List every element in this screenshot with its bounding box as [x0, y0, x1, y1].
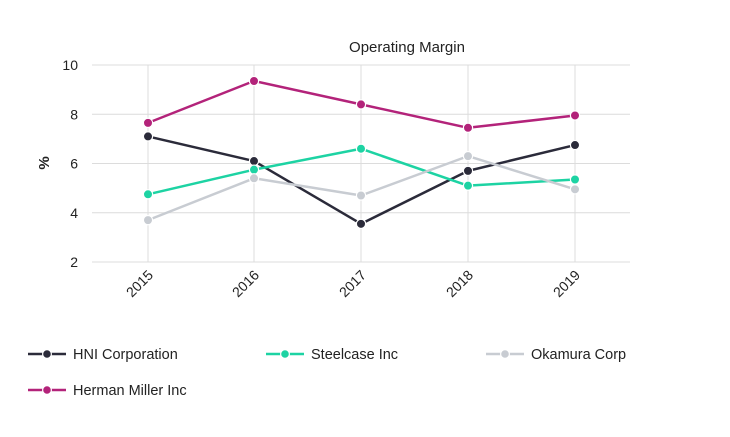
data-point-steelcase-inc[interactable] — [248, 164, 260, 175]
legend-label: Herman Miller Inc — [73, 383, 187, 399]
data-point-okamura-corp[interactable] — [142, 214, 154, 226]
data-point-herman-miller-inc[interactable] — [142, 117, 154, 129]
legend-item-steelcase-inc[interactable]: Steelcase Inc — [266, 347, 398, 363]
legend-item-okamura-corp[interactable]: Okamura Corp — [486, 347, 626, 363]
tick-layer: 2 4 6 8 10 2015 2016 2017 2018 2019 — [62, 57, 583, 300]
legend-label: Steelcase Inc — [311, 347, 398, 363]
x-tick-label: 2018 — [443, 267, 476, 300]
y-axis-label: % — [36, 156, 53, 169]
legend-swatch-marker — [41, 385, 52, 396]
legend: HNI Corporation Steelcase Inc Okamura Corp… — [28, 347, 626, 399]
data-point-hni-corporation[interactable] — [248, 155, 260, 167]
series-layer — [142, 75, 581, 230]
data-point-steelcase-inc[interactable] — [462, 180, 474, 191]
y-tick-label: 8 — [70, 106, 78, 122]
data-point-steelcase-inc[interactable] — [569, 174, 581, 185]
data-point-hni-corporation[interactable] — [355, 218, 367, 230]
data-point-hni-corporation[interactable] — [142, 131, 154, 142]
y-tick-label: 10 — [62, 57, 78, 73]
data-point-steelcase-inc[interactable] — [142, 189, 154, 200]
x-tick-label: 2015 — [123, 267, 156, 300]
legend-item-herman-miller-inc[interactable]: Herman Miller Inc — [28, 383, 187, 399]
legend-label: Okamura Corp — [531, 347, 626, 363]
y-tick-label: 6 — [70, 156, 78, 172]
data-point-herman-miller-inc[interactable] — [248, 75, 260, 87]
legend-swatch-marker — [280, 349, 291, 360]
data-point-hni-corporation[interactable] — [569, 139, 581, 151]
grid-layer — [92, 64, 630, 263]
x-tick-label: 2016 — [229, 267, 262, 300]
x-tick-label: 2019 — [550, 267, 583, 300]
legend-swatch-marker — [500, 349, 511, 360]
data-point-herman-miller-inc[interactable] — [355, 99, 367, 110]
data-point-herman-miller-inc[interactable] — [569, 110, 581, 121]
legend-label: HNI Corporation — [73, 347, 178, 363]
data-point-hni-corporation[interactable] — [462, 165, 474, 177]
data-point-okamura-corp[interactable] — [462, 150, 474, 162]
data-point-okamura-corp[interactable] — [569, 184, 581, 195]
chart-title: Operating Margin — [349, 39, 465, 56]
y-tick-label: 4 — [70, 205, 78, 221]
x-tick-label: 2017 — [336, 267, 369, 300]
legend-item-hni-corporation[interactable]: HNI Corporation — [28, 347, 178, 363]
data-point-okamura-corp[interactable] — [248, 173, 260, 184]
legend-swatch-marker — [41, 349, 52, 360]
data-point-herman-miller-inc[interactable] — [462, 122, 474, 133]
data-point-okamura-corp[interactable] — [355, 190, 367, 201]
y-tick-label: 2 — [70, 254, 78, 270]
data-point-steelcase-inc[interactable] — [355, 143, 367, 154]
